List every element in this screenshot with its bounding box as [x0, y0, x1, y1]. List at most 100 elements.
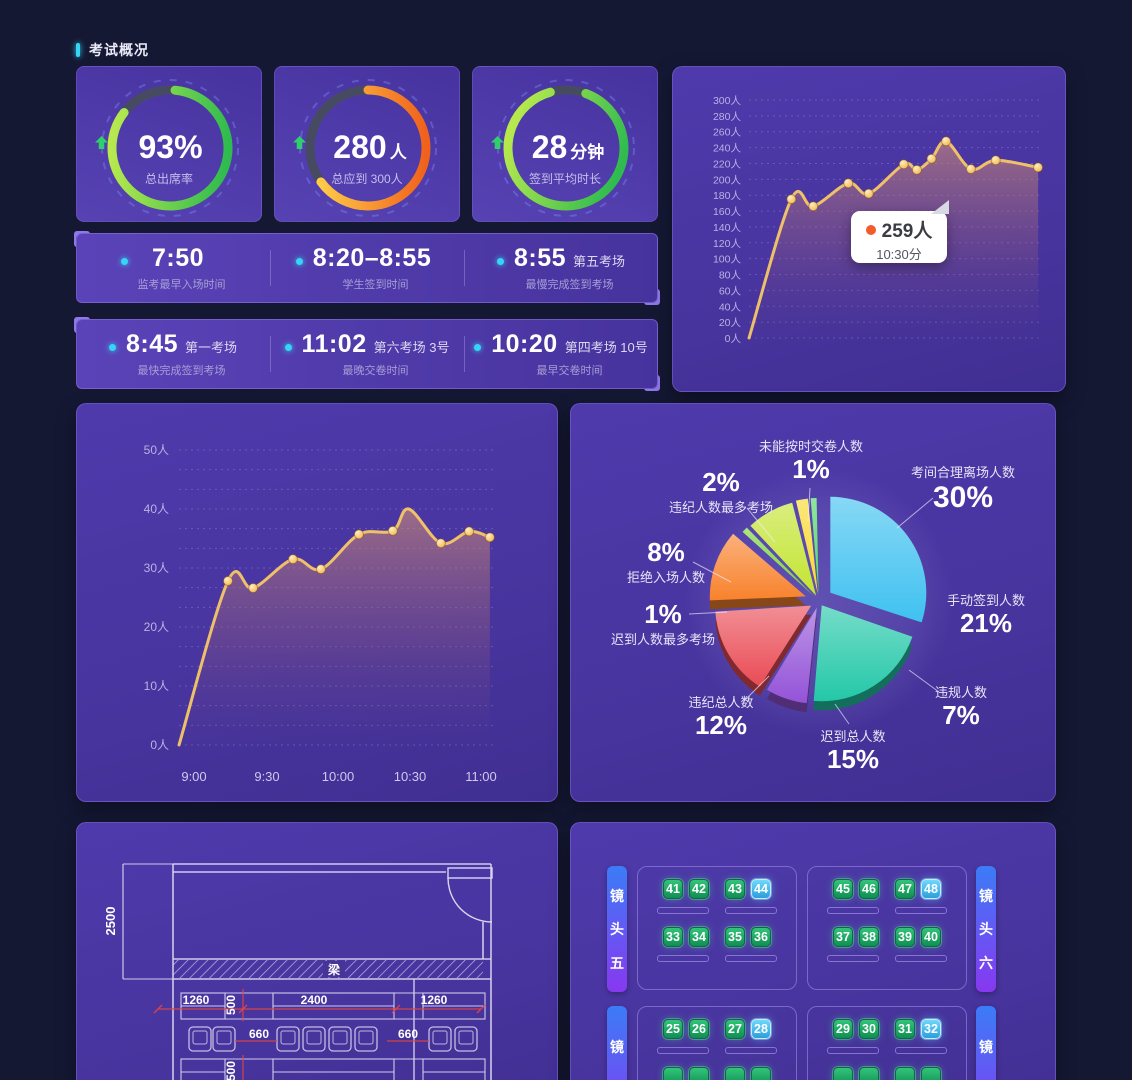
- seat[interactable]: 34: [689, 927, 709, 947]
- dot-icon: [474, 343, 482, 351]
- gauge-value: 93%: [77, 130, 261, 170]
- seat[interactable]: 46: [859, 879, 879, 899]
- svg-text:2400: 2400: [301, 993, 328, 1007]
- seat[interactable]: 37: [833, 927, 853, 947]
- svg-text:660: 660: [249, 1027, 269, 1041]
- desk: [827, 955, 879, 962]
- seat[interactable]: 35: [725, 927, 745, 947]
- seat[interactable]: 47: [895, 879, 915, 899]
- seat-group: 45 46 47 48 37 38 39 40: [807, 866, 967, 990]
- pie-slice-pct: 30%: [932, 481, 994, 514]
- svg-text:80人: 80人: [719, 270, 742, 282]
- section-header: 考试概况: [76, 40, 149, 60]
- gauge-label: 总应到 300人: [331, 172, 403, 186]
- seat[interactable]: 39: [895, 927, 915, 947]
- seat[interactable]: [859, 1067, 879, 1080]
- signin-line-chart[interactable]: 0人 10人 20人 30人 40人 50人 9:00 9:30 10:00 10:30 11:00: [77, 404, 559, 803]
- svg-text:20人: 20人: [144, 620, 169, 634]
- seat[interactable]: 43: [725, 879, 745, 899]
- seat-group: 29 30 31 32: [807, 1006, 967, 1080]
- svg-text:260人: 260人: [713, 127, 742, 139]
- time-stat-latest-submit: 11:02 第六考场 3号 最晚交卷时间: [270, 319, 464, 389]
- exam-stats-pie-panel: 考间合理离场人数 30% 手动签到人数 21% 违规人数 7% 迟到总人数 15% 违纪总人数 1…: [570, 403, 1056, 802]
- svg-text:9:00: 9:00: [181, 769, 206, 784]
- camera-label: 镜头六: [976, 866, 996, 992]
- header-accent-bar: [76, 43, 80, 57]
- seat[interactable]: 42: [689, 879, 709, 899]
- seat[interactable]: 33: [663, 927, 683, 947]
- seat[interactable]: 25: [663, 1019, 683, 1039]
- time-stat-signin-window: 8:20–8:55 学生签到时间: [270, 233, 464, 303]
- seat[interactable]: 26: [689, 1019, 709, 1039]
- seat[interactable]: 27: [725, 1019, 745, 1039]
- dot-icon: [120, 257, 128, 265]
- seat[interactable]: [833, 1067, 853, 1080]
- seat[interactable]: 28: [751, 1019, 771, 1039]
- desk: [827, 907, 879, 914]
- seat[interactable]: [689, 1067, 709, 1080]
- pie-slice-name: 手动签到人数: [946, 593, 1026, 608]
- seat[interactable]: [663, 1067, 683, 1080]
- seat[interactable]: 29: [833, 1019, 853, 1039]
- desk: [725, 1047, 777, 1054]
- svg-text:50人: 50人: [144, 443, 169, 457]
- pie-slice-name: 未能按时交卷人数: [758, 439, 864, 454]
- pie-label: 未能按时交卷人数 1%: [759, 436, 863, 484]
- gauge-card-signed-in: 280 人 总应到 300人: [274, 66, 460, 222]
- pie-slice-pct: 8%: [647, 537, 685, 567]
- time-stat-fastest-room: 8:45 第一考场 最快完成签到考场: [76, 319, 270, 389]
- time-stat-earliest-proctor: 7:50 监考最早入场时间: [76, 233, 270, 303]
- camera-label: 镜头: [976, 1006, 996, 1080]
- seat[interactable]: 36: [751, 927, 771, 947]
- svg-text:0人: 0人: [725, 333, 742, 345]
- svg-text:1260: 1260: [421, 993, 448, 1007]
- desk: [827, 1047, 879, 1054]
- desk: [895, 1047, 947, 1054]
- seat[interactable]: 30: [859, 1019, 879, 1039]
- gauge-card-signin-duration: 28 分钟 签到平均时长: [472, 66, 658, 222]
- pie-slice-name: 违纪人数最多考场: [668, 499, 774, 515]
- desk: [725, 955, 777, 962]
- floor-plan-panel: 梁 2500 1260 2400 1260 500 660 660 500: [76, 822, 558, 1080]
- dot-icon: [108, 343, 116, 351]
- desk: [657, 1047, 709, 1054]
- svg-text:500: 500: [224, 1061, 238, 1080]
- time-stats-row-1: 7:50 监考最早入场时间 8:20–8:55 学生签到时间 8:55 第五考场 最慢完…: [74, 231, 660, 305]
- seat[interactable]: 41: [663, 879, 683, 899]
- pie-slice-pct: 1%: [792, 454, 830, 484]
- gauge-value: 28 分钟: [473, 130, 657, 170]
- desk: [895, 907, 947, 914]
- pie-slice-name: 考间合理离场人数: [910, 465, 1016, 480]
- seat[interactable]: 44: [751, 879, 771, 899]
- pie-label: 8% 拒绝入场人数: [627, 538, 705, 586]
- svg-text:240人: 240人: [713, 143, 742, 155]
- svg-text:10:30: 10:30: [394, 769, 427, 784]
- gauge-label: 签到平均时长: [528, 172, 601, 186]
- dot-icon: [295, 257, 303, 265]
- svg-text:11:00: 11:00: [465, 769, 497, 784]
- time-card-background: [76, 319, 658, 389]
- time-card-background: [76, 233, 658, 303]
- svg-text:300人: 300人: [713, 95, 742, 107]
- svg-text:60人: 60人: [719, 285, 742, 297]
- svg-text:1260: 1260: [183, 993, 210, 1007]
- seat[interactable]: [725, 1067, 745, 1080]
- seat[interactable]: 45: [833, 879, 853, 899]
- seat-group: 25 26 27 28: [637, 1006, 797, 1080]
- seat[interactable]: [751, 1067, 771, 1080]
- seat[interactable]: 48: [921, 879, 941, 899]
- svg-text:160人: 160人: [713, 206, 742, 218]
- svg-text:20人: 20人: [719, 317, 742, 329]
- gauge-label: 总出席率: [144, 172, 193, 186]
- seat[interactable]: [895, 1067, 915, 1080]
- exam-stats-pie-chart[interactable]: [571, 404, 1057, 803]
- pie-slice-pct: 15%: [826, 744, 880, 774]
- seat[interactable]: 32: [921, 1019, 941, 1039]
- svg-text:660: 660: [398, 1027, 418, 1041]
- seat[interactable]: 31: [895, 1019, 915, 1039]
- seat[interactable]: 40: [921, 927, 941, 947]
- seat[interactable]: 38: [859, 927, 879, 947]
- seat[interactable]: [921, 1067, 941, 1080]
- chart-tooltip: 259人 10:30分: [851, 200, 949, 263]
